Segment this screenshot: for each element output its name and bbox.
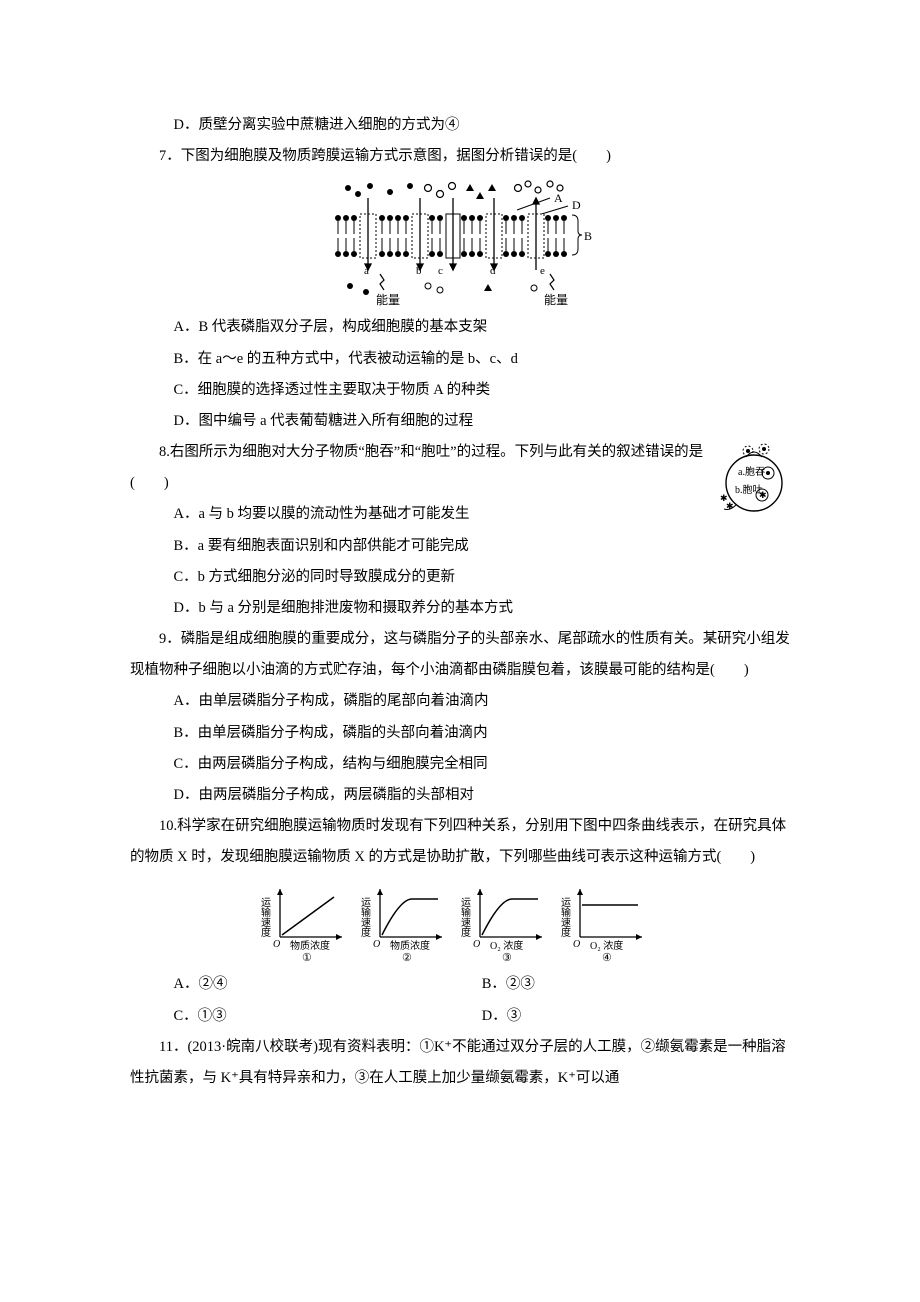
q8-option-A: A．a 与 b 均要以膜的流动性为基础才可能发生 [130, 499, 790, 530]
q8-stem: 8.右图所示为细胞对大分子物质“胞吞”和“胞吐”的过程。下列与此有关的叙述错误的… [130, 437, 790, 499]
chart-3: 运输速度 O O₂ 浓度 ③ [459, 889, 543, 964]
exam-page: D．质壁分离实验中蔗糖进入细胞的方式为④ 7．下图为细胞膜及物质跨膜运输方式示意… [0, 0, 920, 1302]
q9-stem: 9．磷脂是组成细胞膜的重要成分，这与磷脂分子的头部亲水、尾部疏水的性质有关。某研… [130, 624, 790, 686]
q7-option-C: C．细胞膜的选择透过性主要取决于物质 A 的种类 [130, 375, 790, 406]
svg-text:✱: ✱ [720, 493, 728, 503]
svg-text:运输速度: 运输速度 [260, 897, 271, 938]
q7-option-A: A．B 代表磷脂双分子层，构成细胞膜的基本支架 [130, 312, 790, 343]
svg-text:物质浓度: 物质浓度 [290, 939, 330, 952]
svg-text:O₂ 浓度: O₂ 浓度 [490, 939, 523, 952]
membrane-diagram-svg: A D [320, 178, 600, 308]
q10-figure: 运输速度 O 物质浓度 ① 运输速度 O 物质浓度 ② 运输速度 O O [130, 879, 790, 965]
svg-text:b.胞吐: b.胞吐 [735, 484, 763, 496]
svg-text:O: O [373, 939, 380, 950]
phospholipid-bilayer [335, 214, 567, 258]
q8-option-D: D．b 与 a 分别是细胞排泄废物和摄取养分的基本方式 [130, 593, 790, 624]
energy-label-left: 能量 [376, 293, 400, 307]
svg-text:O: O [573, 939, 580, 950]
q9-option-D: D．由两层磷脂分子构成，两层磷脂的头部相对 [130, 780, 790, 811]
q8-figure: a.胞吞 ✱ b.胞吐 ✱ ✱ [718, 443, 790, 515]
label-A: A [554, 191, 563, 205]
chart-2: 运输速度 O 物质浓度 ② [359, 889, 443, 964]
q6-option-D: D．质壁分离实验中蔗糖进入细胞的方式为④ [130, 110, 790, 141]
svg-text:③: ③ [502, 952, 512, 964]
svg-text:运输速度: 运输速度 [459, 897, 471, 938]
q10-option-C: C．①③ [174, 1001, 482, 1032]
q8-block: 8.右图所示为细胞对大分子物质“胞吞”和“胞吐”的过程。下列与此有关的叙述错误的… [130, 437, 790, 624]
q7-option-B: B．在 a～e 的五种方式中，代表被动运输的是 b、c、d [130, 344, 790, 375]
q8-option-C: C．b 方式细胞分泌的同时导致膜成分的更新 [130, 562, 790, 593]
svg-text:O: O [273, 939, 280, 950]
q7-option-D: D．图中编号 a 代表葡萄糖进入所有细胞的过程 [130, 406, 790, 437]
transport-curves-svg: 运输速度 O 物质浓度 ① 运输速度 O 物质浓度 ② 运输速度 O O [260, 879, 660, 965]
q9-option-B: B．由单层磷脂分子构成，磷脂的头部向着油滴内 [130, 718, 790, 749]
svg-text:②: ② [402, 952, 412, 964]
endocytosis-diagram-svg: a.胞吞 ✱ b.胞吐 ✱ ✱ [718, 443, 790, 515]
svg-text:a.胞吞: a.胞吞 [738, 466, 765, 478]
q9-option-C: C．由两层磷脂分子构成，结构与细胞膜完全相同 [130, 749, 790, 780]
svg-text:a: a [364, 265, 369, 277]
chart-4: 运输速度 O O₂ 浓度 ④ [559, 889, 643, 964]
svg-text:①: ① [302, 952, 312, 964]
svg-text:d: d [490, 265, 496, 277]
q10-option-B: B．②③ [482, 969, 790, 1000]
label-D: D [572, 198, 581, 212]
svg-text:④: ④ [602, 952, 612, 964]
svg-text:O₂ 浓度: O₂ 浓度 [590, 939, 623, 952]
q10-option-D: D．③ [482, 1001, 790, 1032]
svg-text:物质浓度: 物质浓度 [390, 939, 430, 952]
svg-text:c: c [438, 265, 443, 277]
energy-label-right: 能量 [544, 293, 568, 307]
q7-figure: A D [130, 178, 790, 308]
svg-text:运输速度: 运输速度 [359, 897, 371, 938]
label-B: B [584, 229, 592, 243]
svg-text:运输速度: 运输速度 [559, 897, 571, 938]
svg-text:b: b [416, 265, 422, 277]
q9-option-A: A．由单层磷脂分子构成，磷脂的尾部向着油滴内 [130, 686, 790, 717]
q10-option-A: A．②④ [174, 969, 482, 1000]
q11-stem: 11．(2013·皖南八校联考)现有资料表明：①K⁺不能通过双分子层的人工膜，②… [130, 1032, 790, 1094]
svg-text:e: e [540, 265, 545, 277]
chart-1: 运输速度 O 物质浓度 ① [260, 889, 342, 964]
q10-stem: 10.科学家在研究细胞膜运输物质时发现有下列四种关系，分别用下图中四条曲线表示，… [130, 811, 790, 873]
q8-option-B: B．a 要有细胞表面识别和内部供能才可能完成 [130, 531, 790, 562]
q7-stem: 7．下图为细胞膜及物质跨膜运输方式示意图，据图分析错误的是( ) [130, 141, 790, 172]
svg-text:O: O [473, 939, 480, 950]
